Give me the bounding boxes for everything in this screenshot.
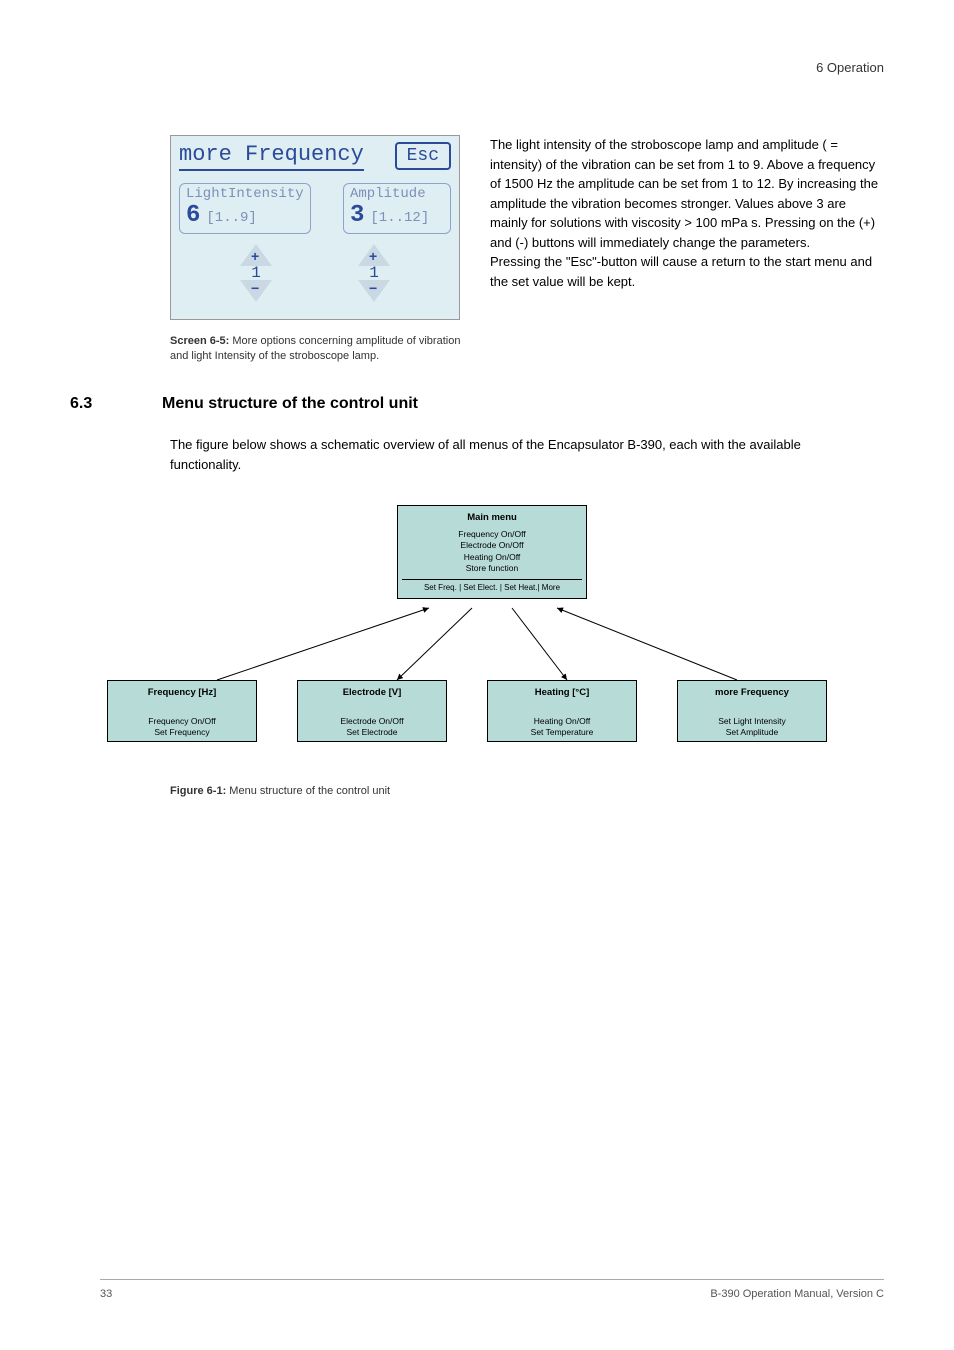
figure-caption: Figure 6-1: Menu structure of the contro… xyxy=(70,785,884,797)
plus-icon[interactable] xyxy=(240,244,272,266)
main-line-2: Heating On/Off xyxy=(402,552,582,563)
heat-title: Heating [°C] xyxy=(492,687,632,700)
doc-id: B-390 Operation Manual, Version C xyxy=(710,1288,884,1300)
step-num-left: 1 xyxy=(251,266,261,280)
freq-title: Frequency [Hz] xyxy=(112,687,252,700)
light-intensity-box: LightIntensity 6 [1..9] xyxy=(179,183,311,234)
section-body: The figure below shows a schematic overv… xyxy=(70,435,884,475)
heat-l1: Set Temperature xyxy=(492,727,632,738)
heating-box: Heating [°C] Heating On/Off Set Temperat… xyxy=(487,680,637,742)
freq-l1: Set Frequency xyxy=(112,727,252,738)
figure-caption-text: Menu structure of the control unit xyxy=(226,785,390,797)
more-freq-box: more Frequency Set Light Intensity Set A… xyxy=(677,680,827,742)
main-line-3: Store function xyxy=(402,563,582,574)
main-line-1: Electrode On/Off xyxy=(402,540,582,551)
more-l0: Set Light Intensity xyxy=(682,716,822,727)
light-intensity-range: [1..9] xyxy=(206,210,256,226)
main-line-0: Frequency On/Off xyxy=(402,529,582,540)
figure-caption-bold: Figure 6-1: xyxy=(170,785,226,797)
frequency-box: Frequency [Hz] Frequency On/Off Set Freq… xyxy=(107,680,257,742)
step-num-right: 1 xyxy=(369,266,379,280)
electrode-box: Electrode [V] Electrode On/Off Set Elect… xyxy=(297,680,447,742)
page-number: 33 xyxy=(100,1288,112,1300)
lcd-screenshot: more Frequency Esc LightIntensity 6 [1..9… xyxy=(170,135,460,365)
section-number: 6.3 xyxy=(70,395,130,413)
elec-l1: Set Electrode xyxy=(302,727,442,738)
screen-caption-bold: Screen 6-5: xyxy=(170,335,229,347)
main-menu-box: Main menu Frequency On/Off Electrode On/… xyxy=(397,505,587,598)
main-menu-title: Main menu xyxy=(402,512,582,525)
freq-l0: Frequency On/Off xyxy=(112,716,252,727)
description-text: The light intensity of the stroboscope l… xyxy=(490,135,884,365)
light-intensity-value: 6 xyxy=(186,202,200,229)
elec-l0: Electrode On/Off xyxy=(302,716,442,727)
minus-icon[interactable] xyxy=(358,280,390,302)
more-title: more Frequency xyxy=(682,687,822,700)
main-footer: Set Freq. | Set Elect. | Set Heat.| More xyxy=(402,579,582,594)
lcd-title: more Frequency xyxy=(179,142,364,171)
chapter-header: 6 Operation xyxy=(70,60,884,75)
plus-icon[interactable] xyxy=(358,244,390,266)
desc-p2: Pressing the "Esc"-button will cause a r… xyxy=(490,252,884,291)
menu-diagram: Main menu Frequency On/Off Electrode On/… xyxy=(97,505,857,765)
elec-title: Electrode [V] xyxy=(302,687,442,700)
light-intensity-label: LightIntensity xyxy=(186,186,304,202)
more-l1: Set Amplitude xyxy=(682,727,822,738)
screen-caption: Screen 6-5: More options concerning ampl… xyxy=(170,334,480,365)
amplitude-box: Amplitude 3 [1..12] xyxy=(343,183,451,234)
amplitude-label: Amplitude xyxy=(350,186,444,202)
section-title: Menu structure of the control unit xyxy=(162,395,418,413)
amplitude-range: [1..12] xyxy=(370,210,429,226)
esc-button[interactable]: Esc xyxy=(395,142,451,170)
amplitude-value: 3 xyxy=(350,202,364,229)
heat-l0: Heating On/Off xyxy=(492,716,632,727)
desc-p1: The light intensity of the stroboscope l… xyxy=(490,135,884,252)
minus-icon[interactable] xyxy=(240,280,272,302)
